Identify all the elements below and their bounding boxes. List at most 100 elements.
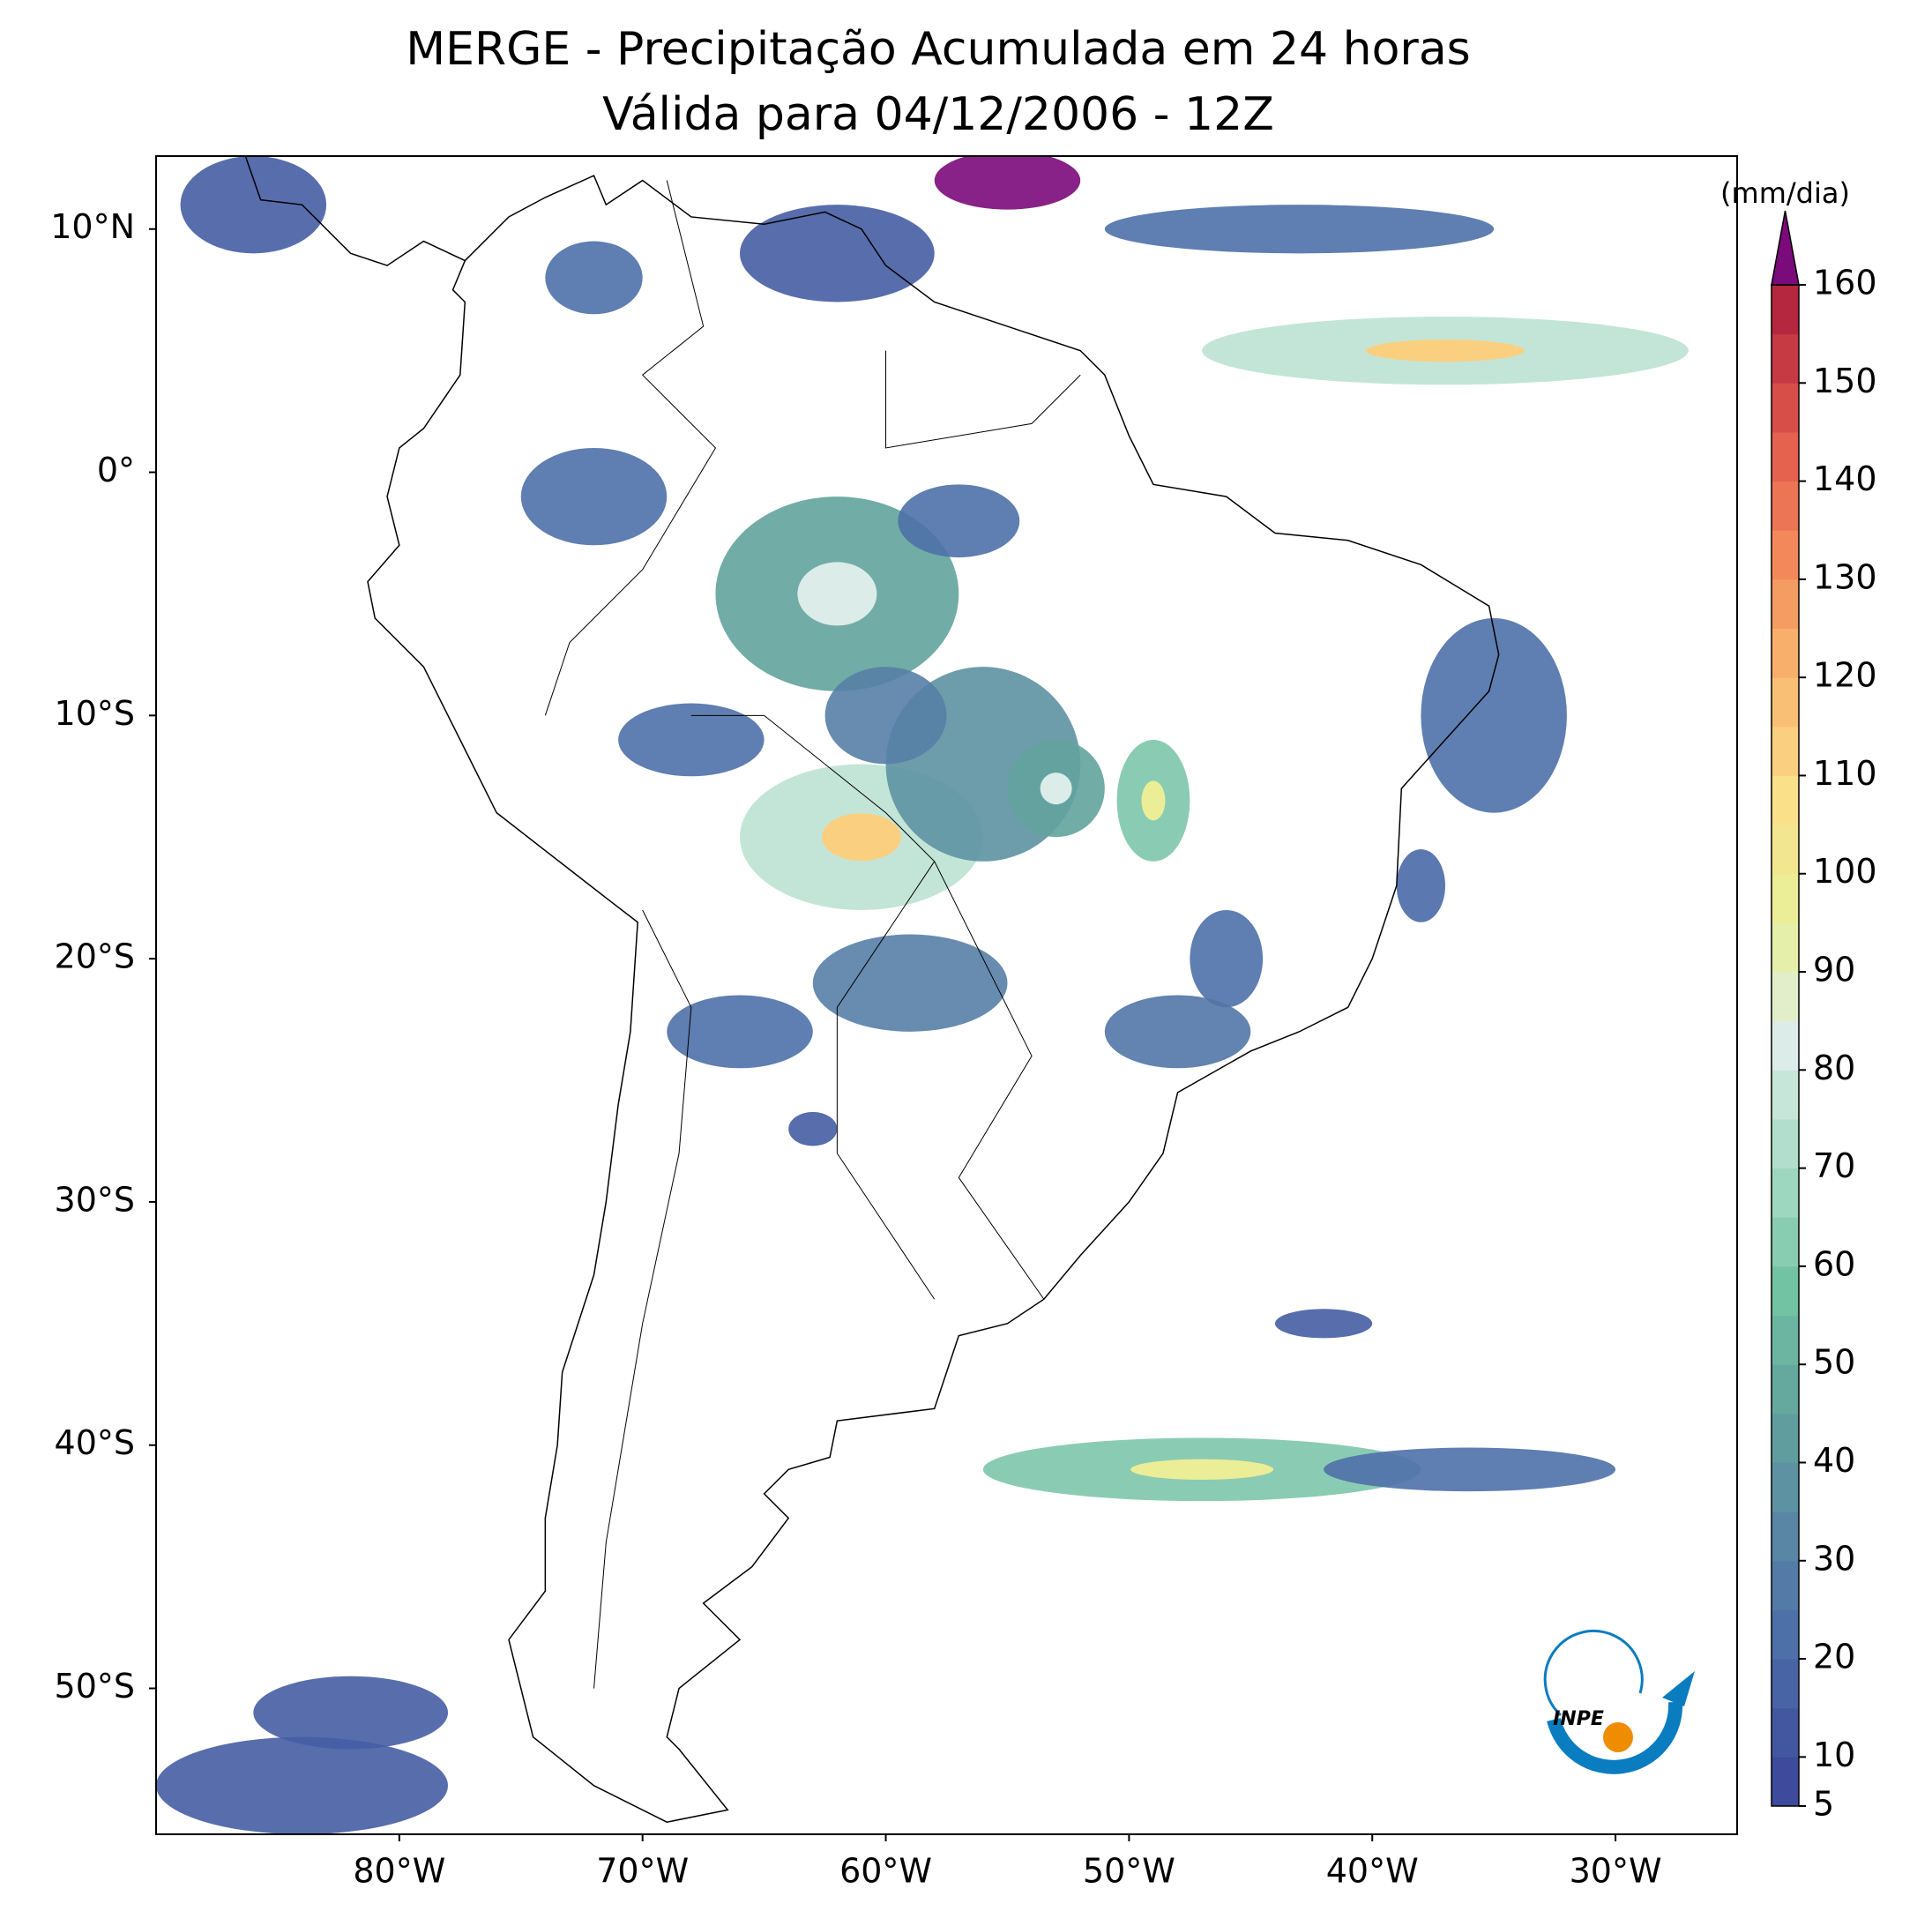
colorbar-band bbox=[1772, 1217, 1799, 1267]
precip-area bbox=[1421, 618, 1567, 813]
precip-area bbox=[740, 205, 935, 302]
x-tick-label: 80°W bbox=[353, 1852, 445, 1891]
colorbar-band bbox=[1772, 1070, 1799, 1120]
colorbar-label: (mm/dia) bbox=[1720, 176, 1850, 210]
y-tick-label: 10°S bbox=[55, 694, 135, 733]
colorbar-band bbox=[1772, 677, 1799, 728]
y-tick-label: 50°S bbox=[55, 1667, 135, 1706]
map-area bbox=[156, 156, 1689, 1834]
coastline bbox=[244, 156, 466, 266]
y-tick-label: 0° bbox=[97, 451, 135, 489]
colorbar-tick-label: 80 bbox=[1813, 1049, 1855, 1087]
precip-area bbox=[1324, 1447, 1616, 1492]
colorbar-band bbox=[1772, 775, 1799, 825]
precip-area bbox=[1104, 205, 1495, 254]
colorbar-band bbox=[1772, 1659, 1799, 1709]
colorbar-band bbox=[1772, 1118, 1799, 1169]
logo-ring bbox=[1543, 1630, 1644, 1717]
colorbar-tick-label: 100 bbox=[1813, 852, 1877, 891]
y-tick-label: 30°S bbox=[55, 1180, 135, 1219]
country-border bbox=[690, 714, 1045, 1300]
colorbar-band bbox=[1772, 333, 1799, 384]
precip-area bbox=[618, 703, 765, 777]
precip-area bbox=[156, 1736, 449, 1834]
y-tick-label: 10°N bbox=[50, 207, 135, 246]
colorbar-band bbox=[1772, 1315, 1799, 1365]
colorbar-tick-label: 110 bbox=[1813, 754, 1877, 793]
colorbar-tick-label: 160 bbox=[1813, 264, 1877, 302]
precip-area bbox=[253, 1676, 449, 1750]
map-frame bbox=[155, 155, 1738, 1835]
colorbar-band bbox=[1772, 431, 1799, 482]
precip-area bbox=[898, 484, 1020, 558]
precip-area bbox=[788, 1111, 838, 1146]
logo-dot bbox=[1603, 1722, 1633, 1752]
logo: INPE bbox=[1543, 1630, 1695, 1774]
colorbar-tick-label: 5 bbox=[1813, 1785, 1834, 1824]
precip-core bbox=[1040, 773, 1072, 805]
precip-area bbox=[667, 995, 813, 1069]
precip-area bbox=[180, 156, 327, 254]
precip-area bbox=[1396, 849, 1445, 922]
colorbar-band bbox=[1772, 922, 1799, 973]
colorbar-tick-label: 30 bbox=[1813, 1539, 1855, 1578]
colorbar-tick-label: 150 bbox=[1813, 362, 1877, 400]
coastline bbox=[367, 175, 1500, 1823]
colorbar-band bbox=[1772, 285, 1799, 335]
x-tick-label: 50°W bbox=[1083, 1852, 1175, 1891]
precip-area bbox=[934, 156, 1081, 210]
x-tick-label: 70°W bbox=[596, 1852, 689, 1891]
colorbar-band bbox=[1772, 1364, 1799, 1415]
precip-area bbox=[812, 934, 1008, 1032]
colorbar-band bbox=[1772, 972, 1799, 1022]
precip-core bbox=[1365, 340, 1525, 362]
colorbar-band bbox=[1772, 1265, 1799, 1317]
x-tick-label: 60°W bbox=[839, 1852, 932, 1891]
colorbar-tick-label: 50 bbox=[1813, 1343, 1855, 1382]
colorbar-band bbox=[1772, 825, 1799, 875]
colorbar-band bbox=[1772, 628, 1799, 678]
colorbar-band bbox=[1772, 726, 1799, 776]
x-tick-label: 30°W bbox=[1570, 1852, 1662, 1891]
precip-core bbox=[821, 813, 901, 862]
y-tick-label: 40°S bbox=[55, 1423, 135, 1462]
title-line-1: MERGE - Precipitação Acumulada em 24 hor… bbox=[406, 23, 1471, 76]
colorbar-band bbox=[1772, 1609, 1799, 1660]
colorbar-tick-label: 70 bbox=[1813, 1146, 1855, 1185]
colorbar-band bbox=[1772, 1707, 1799, 1758]
colorbar-band bbox=[1772, 530, 1799, 580]
precip-area bbox=[1274, 1309, 1373, 1339]
colorbar-band bbox=[1772, 1020, 1799, 1071]
colorbar-band bbox=[1772, 873, 1799, 923]
precip-area bbox=[824, 667, 947, 765]
colorbar-band bbox=[1772, 481, 1799, 531]
colorbar-band bbox=[1772, 1757, 1799, 1807]
colorbar-tick-label: 20 bbox=[1813, 1638, 1855, 1676]
colorbar-band bbox=[1772, 579, 1799, 630]
colorbar-band bbox=[1772, 1512, 1799, 1562]
country-border bbox=[593, 909, 692, 1689]
precip-core bbox=[1130, 1459, 1274, 1481]
precip-area bbox=[545, 241, 643, 315]
colorbar-tick-label: 60 bbox=[1813, 1244, 1855, 1283]
colorbar-band bbox=[1772, 1168, 1799, 1218]
logo-arrow bbox=[1662, 1671, 1695, 1706]
colorbar-tick-label: 40 bbox=[1813, 1441, 1855, 1480]
title-line-2: Válida para 04/12/2006 - 12Z bbox=[602, 88, 1274, 141]
colorbar-tick-label: 120 bbox=[1813, 656, 1877, 695]
colorbar-band bbox=[1772, 1413, 1799, 1463]
country-border bbox=[885, 350, 1081, 449]
logo-arc bbox=[1547, 1701, 1683, 1774]
country-border bbox=[544, 180, 717, 716]
y-tick-label: 20°S bbox=[55, 937, 135, 976]
x-tick-label: 40°W bbox=[1326, 1852, 1419, 1891]
colorbar-band bbox=[1772, 1560, 1799, 1610]
colorbar-band bbox=[1772, 383, 1799, 433]
colorbar-tick-label: 130 bbox=[1813, 557, 1877, 596]
precip-area bbox=[1190, 909, 1264, 1008]
precip-core bbox=[1141, 780, 1166, 821]
colorbar-frame bbox=[1771, 284, 1800, 1807]
precip-area bbox=[1104, 995, 1251, 1069]
country-border bbox=[836, 861, 936, 1300]
colorbar-tick-label: 10 bbox=[1813, 1736, 1855, 1774]
